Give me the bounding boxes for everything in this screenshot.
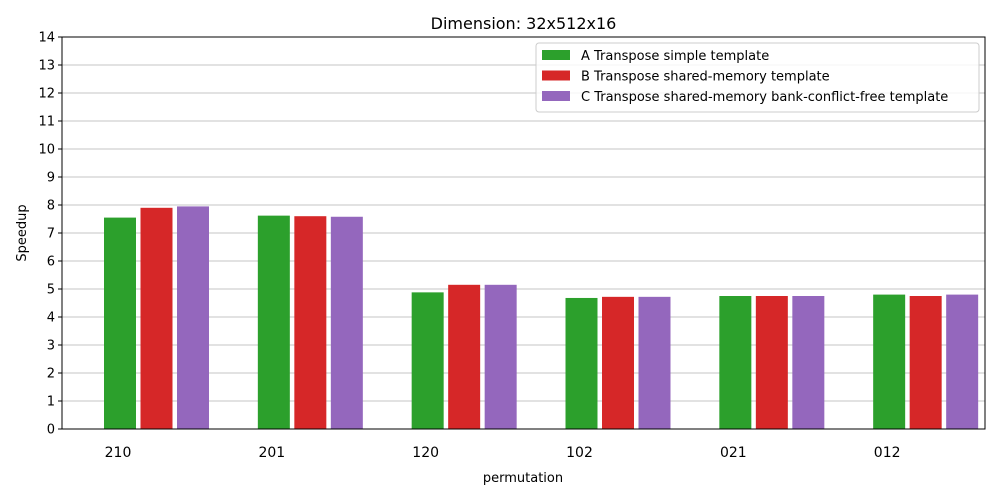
y-tick-label: 6 — [47, 255, 55, 270]
y-axis-label: Speedup — [15, 204, 30, 261]
bar — [177, 206, 209, 429]
legend-box — [535, 42, 980, 113]
y-tick-label: 2 — [47, 367, 55, 382]
bar — [104, 217, 136, 429]
x-tick-label: 120 — [412, 445, 439, 461]
bar — [411, 292, 444, 429]
y-tick-label: 9 — [47, 171, 55, 186]
y-tick-label: 10 — [38, 143, 55, 158]
y-tick-label: 5 — [47, 283, 55, 298]
y-tick-label: 4 — [47, 311, 55, 326]
y-tick-label: 7 — [47, 227, 55, 242]
bars-layer — [104, 206, 979, 429]
x-tick-label: 210 — [105, 445, 132, 461]
legend-label: A Transpose simple template — [581, 49, 769, 64]
bar — [638, 296, 671, 429]
bar — [330, 216, 363, 429]
bar — [719, 296, 752, 429]
x-tick-label: 021 — [720, 445, 747, 461]
legend: A Transpose simple template B Transpose s… — [535, 42, 980, 113]
y-tick-label: 0 — [47, 423, 55, 438]
chart-title: Dimension: 32x512x16 — [431, 14, 617, 33]
y-tick-label: 14 — [38, 31, 55, 46]
x-axis-label: permutation — [483, 471, 563, 486]
y-tick-label: 8 — [47, 199, 55, 214]
bar — [602, 296, 634, 429]
bar — [946, 294, 979, 429]
bar — [448, 284, 481, 429]
legend-label: B Transpose shared-memory template — [581, 70, 830, 85]
y-tick-label: 11 — [38, 115, 55, 130]
bar — [792, 296, 825, 429]
y-tick-label: 12 — [38, 87, 55, 102]
x-tick-label: 102 — [566, 445, 593, 461]
y-tick-label: 3 — [47, 339, 55, 354]
bar — [484, 284, 517, 429]
x-axis-ticks: 210 201 120 102 021 012 — [105, 445, 901, 461]
bar — [140, 207, 173, 429]
x-tick-label: 201 — [258, 445, 285, 461]
bar — [755, 296, 788, 429]
x-tick-label: 012 — [874, 445, 901, 461]
bar — [565, 297, 598, 429]
bar — [294, 216, 327, 429]
bar — [873, 294, 906, 429]
y-tick-label: 13 — [38, 59, 55, 74]
legend-swatch — [542, 91, 570, 101]
bar — [909, 296, 942, 429]
bar — [257, 215, 290, 429]
legend-swatch — [542, 50, 570, 60]
legend-label: C Transpose shared-memory bank-conflict-… — [581, 90, 948, 105]
legend-swatch — [542, 70, 570, 81]
y-tick-label: 1 — [47, 395, 55, 410]
